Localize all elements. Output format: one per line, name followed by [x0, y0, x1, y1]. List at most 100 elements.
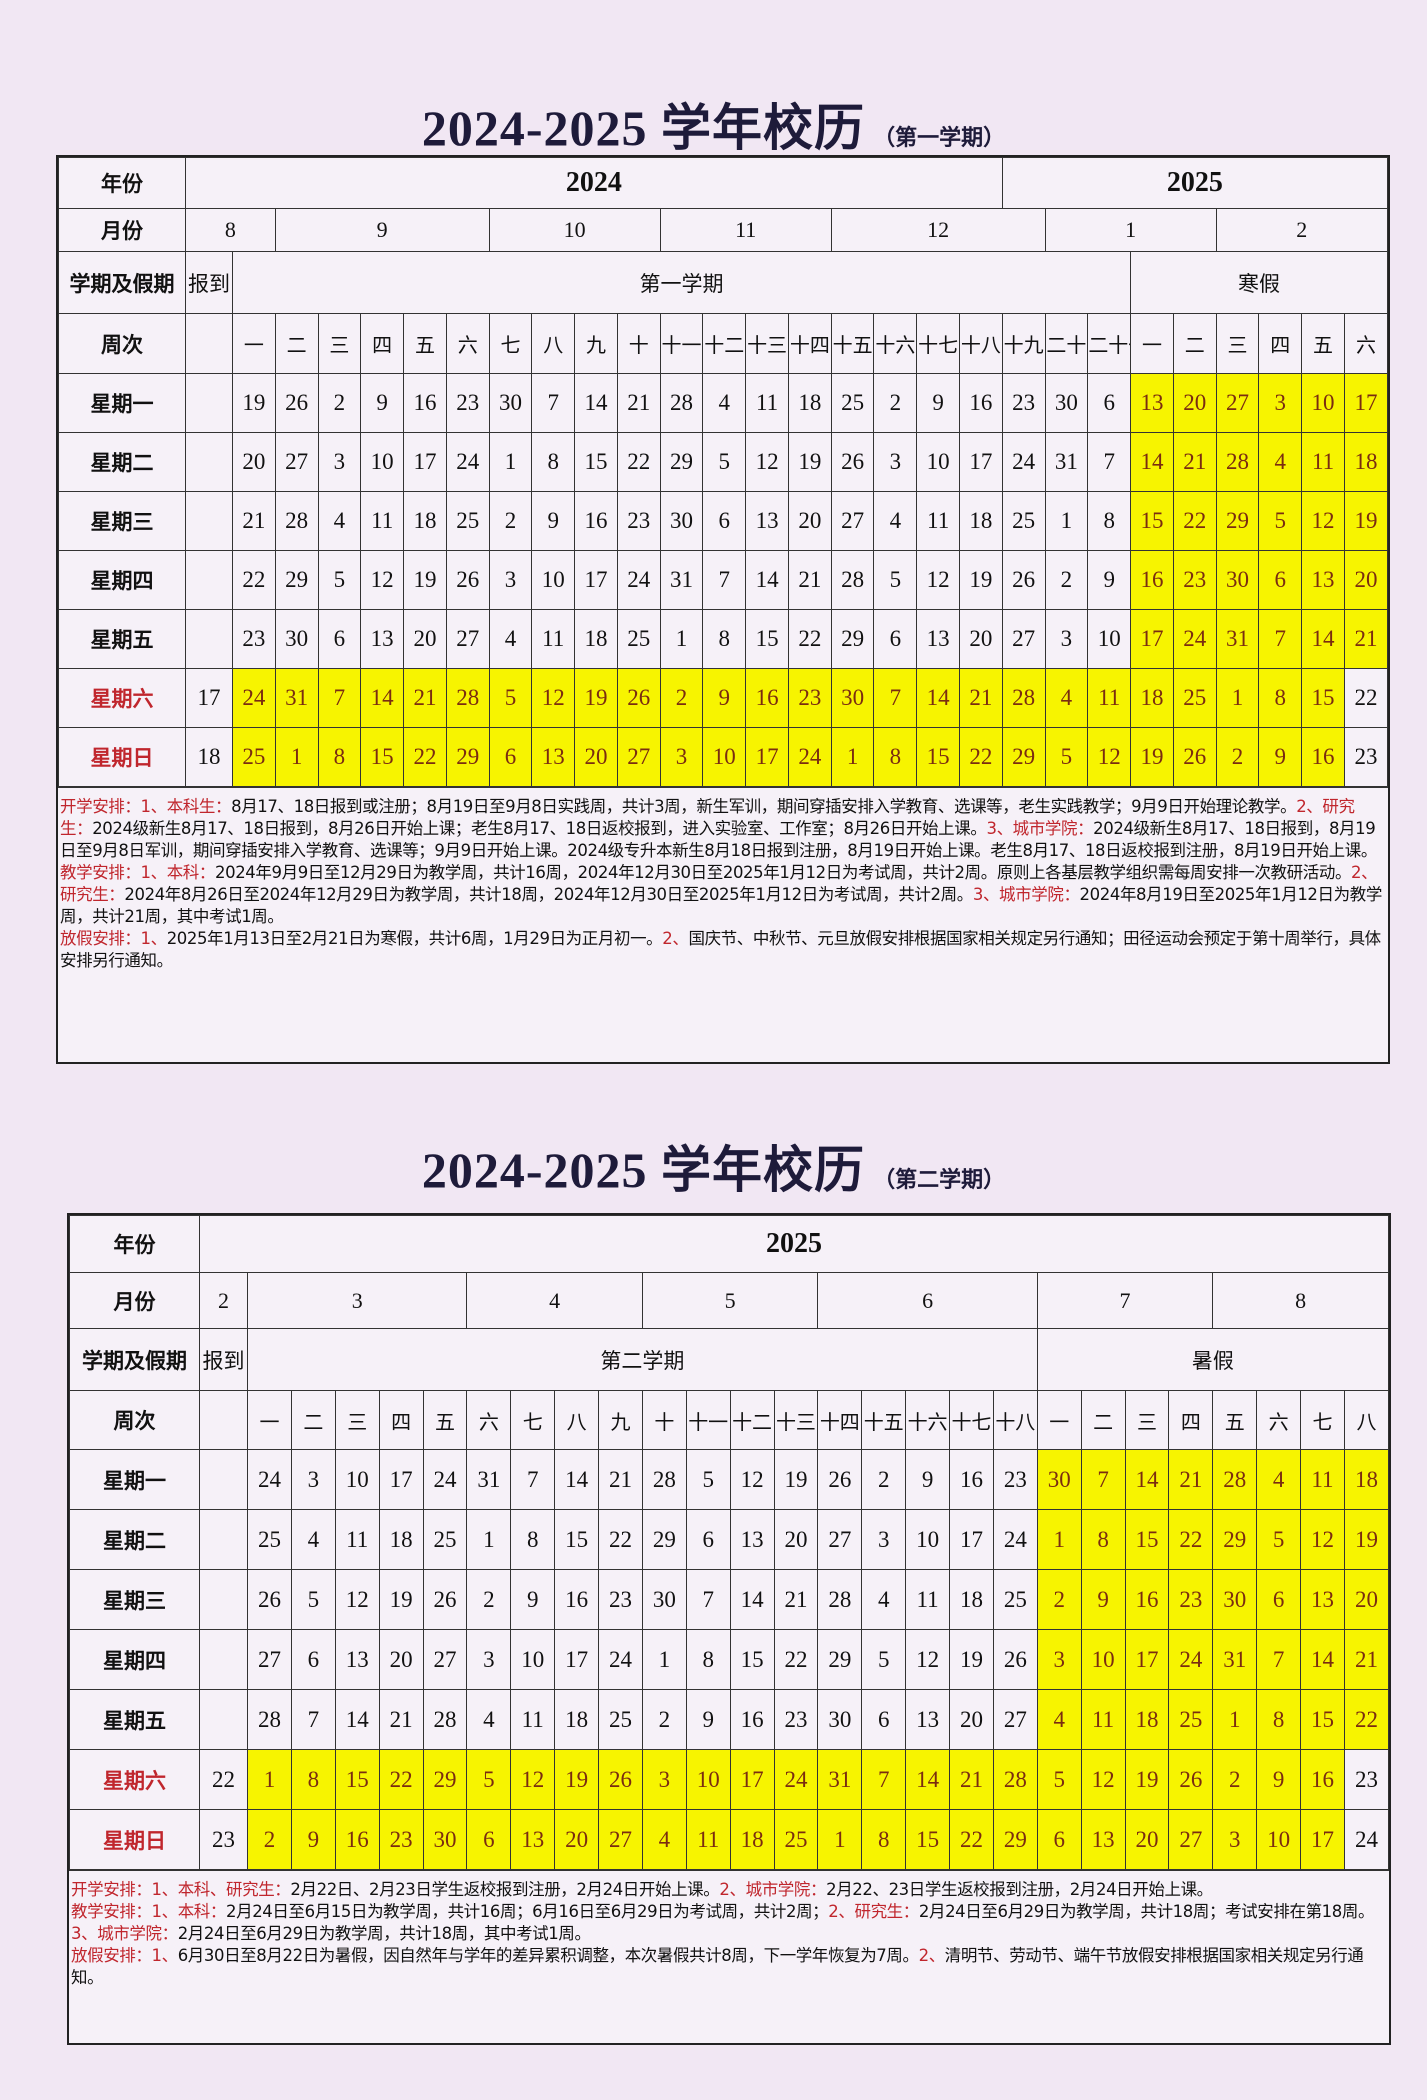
period-cell: 第一学期: [231, 251, 1132, 314]
date-cell: 27: [817, 1509, 863, 1570]
date-cell: 12: [334, 1569, 380, 1630]
date-cell: 24: [445, 432, 490, 492]
month-cell: 2: [199, 1272, 248, 1329]
date-cell: 23: [616, 491, 661, 551]
date-cell: 26: [1001, 550, 1046, 610]
day-row: 星期六 22 1 8 15 22 29 5 12 19 26 3 10 17 24 31 7 14 21 28 5 12 1…: [69, 1749, 1390, 1810]
note-label: 教学安排：1、本科：: [71, 1902, 226, 1921]
semester-week-cell: 十: [641, 1390, 687, 1450]
note-text: 清明节、劳动节、端午节放假安排根据国家相关规定另行通知。: [71, 1946, 1364, 1987]
vacation-date-cell: 1: [1036, 1509, 1082, 1570]
date-cell: 29: [992, 1809, 1038, 1870]
date-cell: 1: [1044, 491, 1089, 551]
weekday-label: 星期一: [58, 373, 186, 433]
register-date-cell: [185, 491, 233, 551]
date-cell: 18: [378, 1509, 424, 1570]
date-cell: 20: [403, 609, 447, 669]
date-cell: 8: [702, 609, 747, 669]
date-cell: 25: [598, 1689, 643, 1750]
vacation-date-cell: 22: [1343, 668, 1389, 728]
date-cell: 30: [1044, 373, 1089, 433]
register-date-cell: [185, 550, 233, 610]
date-cell: 22: [616, 432, 661, 492]
vacation-date-cell: 2: [1215, 727, 1260, 787]
weekday-label: 星期六: [58, 668, 186, 728]
month-cell: 3: [246, 1272, 468, 1329]
vacation-date-cell: 12: [1301, 491, 1345, 551]
vacation-date-cell: 30: [1215, 550, 1260, 610]
date-cell: 22: [378, 1749, 424, 1810]
vacation-week-cell: 一: [1130, 313, 1174, 374]
date-cell: 12: [729, 1449, 775, 1510]
date-cell: 17: [745, 727, 789, 787]
date-cell: 31: [659, 550, 704, 610]
date-cell: 23: [773, 1689, 819, 1750]
date-cell: 3: [317, 432, 362, 492]
date-cell: 5: [685, 1449, 731, 1510]
date-cell: 5: [702, 432, 747, 492]
date-cell: 17: [949, 1509, 994, 1570]
date-cell: 21: [773, 1569, 819, 1630]
date-cell: 3: [659, 727, 704, 787]
semester-week-cell: 七: [488, 313, 533, 374]
date-cell: 31: [274, 668, 319, 728]
date-cell: 20: [959, 609, 1003, 669]
weekday-label: 星期一: [69, 1449, 200, 1510]
date-cell: 14: [916, 668, 961, 728]
month-cell: 7: [1036, 1272, 1214, 1329]
semester-week-cell: 十七: [916, 313, 961, 374]
vacation-date-cell: 25: [1172, 668, 1217, 728]
semester-week-cell: 五: [422, 1390, 468, 1450]
semester-week-cell: 十三: [773, 1390, 819, 1450]
vacation-date-cell: 27: [1168, 1809, 1214, 1870]
date-cell: 15: [729, 1629, 775, 1690]
vacation-date-cell: 16: [1300, 1749, 1345, 1810]
vacation-date-cell: 28: [1212, 1449, 1258, 1510]
vacation-week-cell: 一: [1036, 1390, 1082, 1450]
vacation-date-cell: 26: [1168, 1749, 1214, 1810]
vacation-date-cell: 23: [1168, 1569, 1214, 1630]
date-cell: 15: [574, 432, 618, 492]
semester-week-cell: 四: [378, 1390, 424, 1450]
vacation-date-cell: 5: [1256, 1509, 1301, 1570]
date-cell: 10: [360, 432, 405, 492]
date-cell: 1: [488, 432, 533, 492]
date-cell: 14: [554, 1449, 599, 1510]
date-cell: 3: [873, 432, 918, 492]
date-cell: 21: [787, 550, 832, 610]
vacation-date-cell: 3: [1036, 1629, 1082, 1690]
vacation-date-cell: 20: [1343, 550, 1389, 610]
note-text: 2025年1月13日至2月21日为寒假，共计6周，1月29日为正月初一。: [166, 929, 663, 948]
vacation-date-cell: 24: [1172, 609, 1217, 669]
date-cell: 25: [445, 491, 490, 551]
date-cell: 28: [422, 1689, 468, 1750]
date-cell: 30: [659, 491, 704, 551]
date-cell: 28: [445, 668, 490, 728]
date-cell: 13: [729, 1509, 775, 1570]
vacation-date-cell: 9: [1256, 1749, 1301, 1810]
month-cell: 11: [659, 208, 832, 252]
date-cell: 24: [1001, 432, 1046, 492]
date-cell: 28: [1001, 668, 1046, 728]
semester-2-title: 2024-2025 学年校历 （第二学期）: [0, 1130, 1427, 1202]
vacation-date-cell: 3: [1258, 373, 1303, 433]
date-cell: 9: [531, 491, 576, 551]
note-label: 开学安排：1、本科、研究生：: [71, 1880, 291, 1899]
register-date-cell: [199, 1629, 248, 1690]
date-cell: 1: [466, 1509, 512, 1570]
semester-week-cell: 十五: [830, 313, 875, 374]
semester-week-cell: 四: [360, 313, 405, 374]
semester-week-cell: 八: [554, 1390, 599, 1450]
date-cell: 14: [574, 373, 618, 433]
vacation-date-cell: 7: [1258, 609, 1303, 669]
vacation-date-cell: 23: [1172, 550, 1217, 610]
date-cell: 15: [905, 1809, 950, 1870]
date-cell: 21: [378, 1689, 424, 1750]
week-label: 周次: [58, 313, 186, 374]
date-cell: 2: [247, 1809, 292, 1870]
date-cell: 26: [598, 1749, 643, 1810]
semester-week-cell: 十四: [817, 1390, 863, 1450]
date-cell: 19: [232, 373, 276, 433]
note-label: 2、: [662, 929, 689, 948]
semester-1-title: 2024-2025 学年校历 （第一学期）: [0, 88, 1427, 160]
